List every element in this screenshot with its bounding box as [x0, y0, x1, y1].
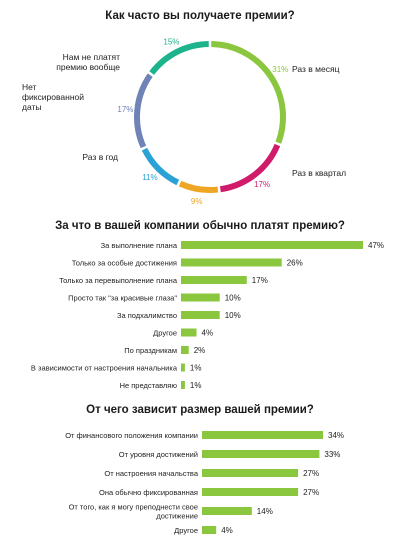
bar — [181, 381, 185, 389]
bar — [181, 241, 363, 249]
bar-value-label: 10% — [225, 294, 241, 303]
donut-percent-label: 11% — [142, 173, 157, 182]
bar-value-label: 27% — [303, 469, 319, 478]
bar — [181, 276, 247, 284]
bonus-reasons-bar-chart: 47% За выполнение плана 26% Только за особы… — [31, 241, 384, 390]
bonus-frequency-donut-chart: 31% Раз в месяц 17% Раз в квартал 9% 11% Раз в… — [22, 37, 346, 206]
bar-value-label: 17% — [252, 276, 268, 285]
bar — [202, 488, 299, 496]
donut-slice — [178, 180, 219, 193]
bar-value-label: 47% — [368, 241, 384, 250]
donut-percent-label: 17% — [254, 180, 270, 189]
bar — [181, 293, 220, 302]
bar-category-label: Только за перевыполнение плана — [59, 276, 178, 285]
donut-slice — [211, 41, 286, 144]
donut-slice — [219, 143, 281, 193]
bar-value-label: 4% — [221, 526, 233, 535]
bar-category-label: Только за особые достижения — [72, 259, 177, 268]
bar — [202, 507, 252, 515]
donut-percent-label: 15% — [163, 37, 179, 46]
donut-percent-label: 9% — [191, 197, 203, 206]
donut-category-label: Раз в год — [82, 152, 118, 162]
bar-value-label: 26% — [287, 259, 303, 268]
donut-slice — [149, 41, 209, 75]
donut-slice — [141, 147, 180, 186]
bar — [202, 431, 323, 439]
bar-value-label: 10% — [225, 311, 241, 320]
bar-value-label: 14% — [257, 507, 273, 516]
bar-value-label: 1% — [190, 364, 202, 373]
bar-chart-1-title: За что в вашей компании обычно платят пр… — [55, 220, 345, 232]
bar — [181, 363, 185, 372]
donut-slice — [134, 73, 153, 149]
donut-chart-title: Как часто вы получаете премии? — [105, 10, 295, 22]
bar-category-label: За подхалимство — [117, 311, 177, 320]
bar-category-label: От финансового положения компании — [65, 431, 198, 440]
bar-value-label: 1% — [190, 381, 202, 390]
bar — [202, 469, 299, 477]
bar-category-label: Другое — [174, 526, 198, 535]
bar — [181, 311, 220, 319]
bar-value-label: 34% — [328, 431, 344, 440]
bar-value-label: 27% — [303, 488, 319, 497]
bar-category-label: В зависимости от настроения начальника — [31, 364, 178, 373]
bar — [202, 450, 320, 458]
bar — [181, 346, 189, 354]
bar-category-label: От уровня достижений — [119, 450, 198, 459]
bar-category-label: От того, как я могу преподнести свое дост… — [69, 503, 198, 521]
bar-value-label: 4% — [202, 329, 214, 338]
bar-category-label: Не представляю — [120, 381, 178, 390]
bonus-size-factors-bar-chart: 34% От финансового положения компании 33% О… — [65, 431, 344, 535]
donut-percent-label: 17% — [117, 105, 133, 114]
bar-category-label: За выполнение плана — [101, 241, 178, 250]
bar-value-label: 33% — [324, 450, 340, 459]
bar-category-label: Просто так "за красивые глаза" — [68, 294, 177, 303]
donut-category-label: Нам не платят премию вообще — [56, 52, 120, 72]
bar-category-label: От настроения начальства — [104, 469, 198, 478]
bar-category-label: Другое — [153, 329, 177, 338]
bar-value-label: 2% — [194, 346, 206, 355]
donut-percent-label: 31% — [272, 65, 288, 74]
bar — [181, 328, 197, 337]
donut-category-label: Раз в месяц — [292, 64, 340, 74]
bar-chart-2-title: От чего зависит размер вашей премии? — [86, 404, 314, 416]
bar — [202, 526, 217, 534]
bar — [181, 258, 282, 267]
bar-category-label: Она обычно фиксированная — [99, 488, 198, 497]
donut-category-label: Нет фиксированной даты — [22, 82, 84, 112]
donut-category-label: Раз в квартал — [292, 168, 346, 178]
bar-category-label: По праздникам — [124, 346, 177, 355]
